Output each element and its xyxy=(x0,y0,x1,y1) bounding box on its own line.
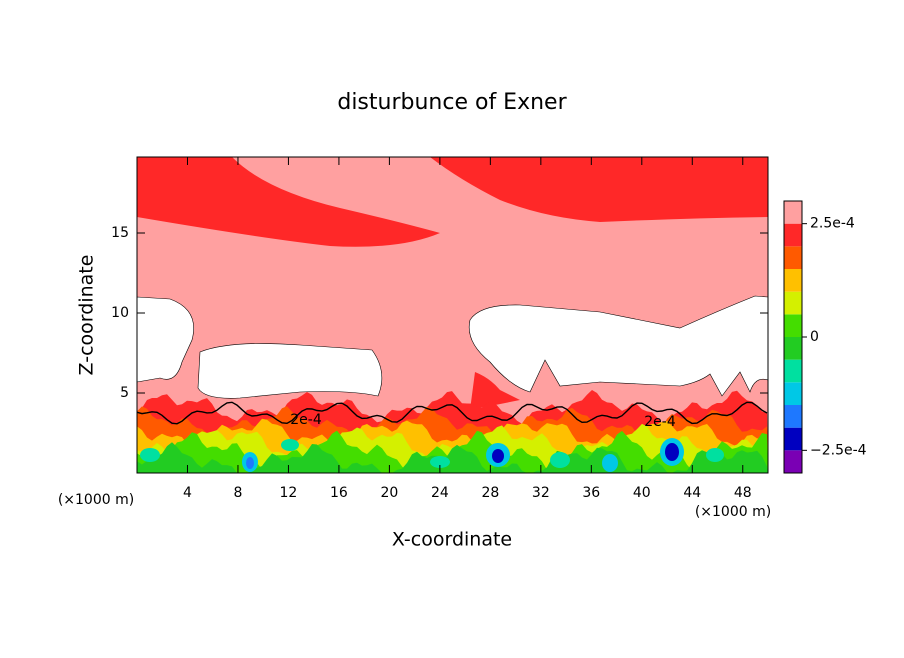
x-unit-label: (×1000 m) xyxy=(695,504,771,520)
field-spot xyxy=(281,439,299,451)
colorbar-box xyxy=(784,405,802,428)
x-tick-label: 4 xyxy=(183,485,192,501)
colorbar-tick-label: 0 xyxy=(810,329,819,345)
x-axis-label: X-coordinate xyxy=(392,529,512,551)
colorbar-tick-label: −2.5e-4 xyxy=(810,442,867,458)
x-tick-label: 36 xyxy=(582,485,600,501)
field-spot xyxy=(140,448,160,462)
y-tick-label: 5 xyxy=(120,385,129,401)
contour-label: 2e-4 xyxy=(644,414,676,430)
x-tick-label: 12 xyxy=(280,485,298,501)
x-tick-label: 40 xyxy=(633,485,651,501)
y-tick-label: 15 xyxy=(111,225,129,241)
field-spot xyxy=(665,443,679,461)
field-region xyxy=(137,157,440,247)
white-region xyxy=(468,295,768,397)
x-tick-label: 24 xyxy=(431,485,449,501)
white-region xyxy=(137,296,194,383)
x-tick-label: 48 xyxy=(734,485,752,501)
colorbar-box xyxy=(784,246,802,269)
contour-line xyxy=(137,401,768,425)
contour-field xyxy=(137,157,768,473)
x-tick-label: 44 xyxy=(683,485,701,501)
colorbar-box xyxy=(784,337,802,360)
field-spot xyxy=(550,452,570,468)
x-tick-label: 20 xyxy=(380,485,398,501)
colorbar-box xyxy=(784,291,802,315)
colorbar-box xyxy=(784,223,802,247)
contour-label: 2e-4 xyxy=(290,412,322,428)
field-spot xyxy=(492,449,504,463)
colorbar-tick-label: 2.5e-4 xyxy=(810,216,855,232)
white-region xyxy=(197,343,383,399)
colorbar-box xyxy=(784,314,802,337)
x-unit-label: (×1000 m) xyxy=(58,492,134,508)
y-axis-label: Z-coordinate xyxy=(76,255,98,376)
field-spot xyxy=(706,448,724,462)
colorbar-box xyxy=(784,359,802,383)
field-spot xyxy=(430,456,450,468)
colorbar-box xyxy=(784,201,802,224)
x-tick-label: 8 xyxy=(233,485,242,501)
plot-frame xyxy=(136,156,769,474)
field-region xyxy=(470,372,520,410)
x-tick-label: 32 xyxy=(532,485,550,501)
x-tick-label: 16 xyxy=(330,485,348,501)
colorbar-box xyxy=(784,269,802,292)
colorbar-box xyxy=(784,450,802,473)
x-tick-label: 28 xyxy=(481,485,499,501)
field-spot xyxy=(246,457,254,469)
colorbar-box xyxy=(784,382,802,405)
field-region xyxy=(430,157,768,222)
y-tick-label: 10 xyxy=(111,305,129,321)
colorbar-box xyxy=(784,427,802,451)
field-spot xyxy=(602,454,618,472)
chart-title: disturbunce of Exner xyxy=(337,90,567,115)
